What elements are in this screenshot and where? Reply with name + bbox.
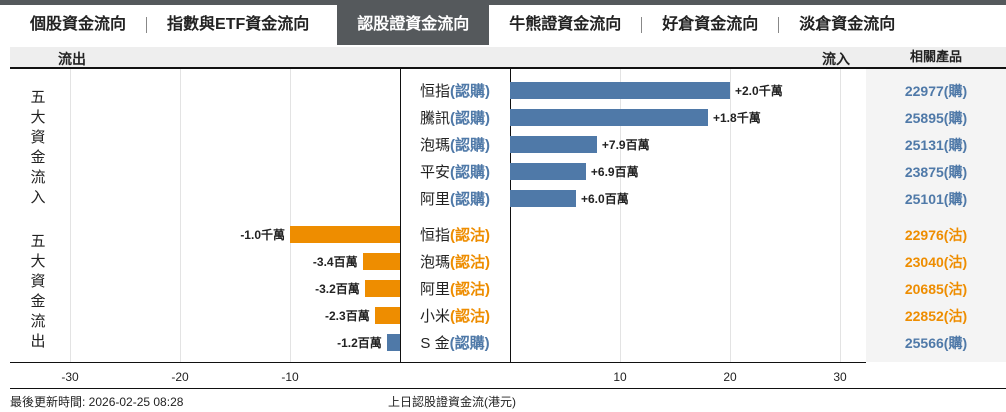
gridline (620, 69, 621, 362)
related-product-link[interactable]: 25566(購) (904, 335, 968, 351)
footer-divider (10, 388, 1006, 389)
products-header: 相關產品 (866, 47, 1006, 69)
underlying-label[interactable]: 小米(認沽) (400, 305, 510, 326)
underlying-name: 小米 (419, 308, 450, 325)
underlying-name: 恒指 (419, 227, 450, 244)
related-product-link[interactable]: 22852(沽) (904, 308, 968, 324)
tab-bar: 個股資金流向 指數與ETF資金流向 認股證資金流向 牛熊證資金流向 好倉資金流向… (0, 5, 1006, 45)
flow-value-label: -1.0千萬 (240, 228, 285, 242)
related-product-link[interactable]: 25101(購) (904, 191, 968, 207)
x-tick-label: -10 (281, 370, 299, 384)
gridline (840, 69, 841, 362)
flow-bar (362, 253, 400, 270)
flow-value-label: +7.9百萬 (601, 138, 650, 152)
underlying-label[interactable]: 阿里(認購) (400, 188, 510, 209)
warrant-type: (認沽) (450, 281, 490, 298)
underlying-name: 阿里 (419, 191, 450, 208)
zero-axis-right (510, 69, 511, 362)
underlying-name: S 金 (420, 335, 450, 352)
zero-axis-left (400, 69, 401, 362)
x-tick-label: 20 (723, 370, 737, 384)
flow-bar (510, 136, 597, 153)
gridline (70, 69, 71, 362)
top-bar (0, 0, 1006, 5)
related-product-link[interactable]: 25895(購) (904, 110, 968, 126)
underlying-label[interactable]: 恒指(認沽) (400, 224, 510, 245)
flow-bar (510, 82, 730, 99)
tab-long-flow[interactable]: 好倉資金流向 (662, 16, 759, 33)
related-product-link[interactable]: 22977(購) (904, 83, 968, 99)
flow-value-label: -1.2百萬 (337, 336, 382, 350)
flow-bar (510, 190, 576, 207)
underlying-label[interactable]: 泡瑪(認購) (400, 134, 510, 155)
warrant-type: (認沽) (450, 227, 490, 244)
related-product-link[interactable]: 20685(沽) (904, 281, 968, 297)
gridline (730, 69, 731, 362)
x-tick-label: -20 (171, 370, 189, 384)
flow-value-label: +2.0千萬 (735, 84, 783, 98)
flow-bar (386, 334, 400, 351)
underlying-name: 騰訊 (419, 110, 450, 127)
x-tick-label: 30 (833, 370, 847, 384)
products-column (866, 69, 1006, 362)
related-product-link[interactable]: 22976(沽) (904, 227, 968, 243)
tab-separator (146, 17, 148, 33)
tab-cbbc-flow[interactable]: 牛熊證資金流向 (509, 16, 622, 33)
tab-short-flow[interactable]: 淡倉資金流向 (799, 16, 896, 33)
tab-index-etf-flow[interactable]: 指數與ETF資金流向 (167, 16, 310, 33)
gridline (290, 69, 291, 362)
warrant-type: (認購) (449, 335, 490, 352)
x-axis-line (10, 362, 866, 363)
last-updated: 最後更新時間: 2026-02-25 08:28 (10, 395, 184, 409)
underlying-name: 恒指 (419, 83, 450, 100)
tab-stock-flow[interactable]: 個股資金流向 (30, 16, 127, 33)
flow-bar (374, 307, 400, 324)
warrant-type: (認沽) (450, 254, 490, 271)
underlying-name: 阿里 (419, 281, 450, 298)
tab-separator (641, 17, 643, 33)
underlying-label[interactable]: 阿里(認沽) (400, 278, 510, 299)
flow-bar (510, 163, 586, 180)
x-tick-label: 10 (613, 370, 627, 384)
flow-bar (290, 226, 400, 243)
outflow-label: 流出 (58, 51, 86, 67)
related-product-link[interactable]: 23040(沽) (904, 254, 968, 270)
warrant-type: (認購) (450, 164, 490, 181)
chart-caption: 上日認股證資金流(港元) (388, 395, 516, 409)
underlying-name: 泡瑪 (419, 254, 450, 271)
flow-value-label: +6.0百萬 (581, 192, 629, 206)
related-product-link[interactable]: 25131(購) (904, 137, 968, 153)
tab-warrant-flow[interactable]: 認股證資金流向 (337, 5, 490, 45)
flow-bar (364, 280, 400, 297)
flow-value-label: +6.9百萬 (590, 165, 639, 179)
flow-value-label: -2.3百萬 (325, 309, 370, 323)
inflow-side-label: 五大資金流入 (30, 89, 46, 206)
warrant-type: (認購) (450, 110, 490, 127)
warrant-type: (認購) (450, 137, 490, 154)
flow-value-label: -3.2百萬 (315, 282, 360, 296)
underlying-name: 平安 (419, 164, 450, 181)
warrant-type: (認沽) (450, 308, 490, 325)
underlying-label[interactable]: 平安(認購) (400, 161, 510, 182)
related-product-link[interactable]: 23875(購) (904, 164, 968, 180)
outflow-side-label: 五大資金流出 (30, 233, 46, 350)
warrant-type: (認購) (450, 83, 490, 100)
flow-bar (510, 109, 708, 126)
underlying-name: 泡瑪 (419, 137, 450, 154)
x-tick-label: -30 (61, 370, 79, 384)
flow-value-label: +1.8千萬 (713, 111, 761, 125)
gridline (180, 69, 181, 362)
flow-value-label: -3.4百萬 (312, 255, 358, 269)
chart-header: 流出 流入 (10, 47, 866, 69)
underlying-label[interactable]: 泡瑪(認沽) (400, 251, 510, 272)
underlying-label[interactable]: S 金(認購) (400, 332, 510, 353)
underlying-label[interactable]: 恒指(認購) (400, 80, 510, 101)
underlying-label[interactable]: 騰訊(認購) (400, 107, 510, 128)
inflow-label: 流入 (822, 51, 850, 67)
warrant-type: (認購) (450, 191, 490, 208)
tab-separator (778, 17, 780, 33)
